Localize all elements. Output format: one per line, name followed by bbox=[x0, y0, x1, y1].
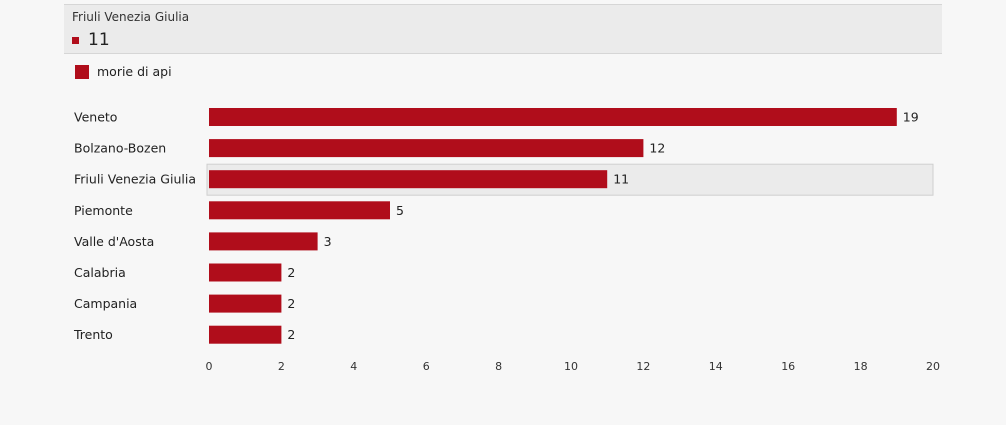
category-label: Veneto bbox=[74, 110, 117, 125]
category-label: Friuli Venezia Giulia bbox=[74, 172, 196, 187]
data-label: 2 bbox=[287, 296, 295, 311]
data-label: 2 bbox=[287, 265, 295, 280]
tooltip-value: 11 bbox=[88, 30, 110, 50]
bar[interactable] bbox=[209, 232, 318, 251]
data-label: 2 bbox=[287, 327, 295, 342]
category-label: Piemonte bbox=[74, 203, 133, 218]
bar[interactable] bbox=[209, 108, 897, 126]
tooltip: Friuli Venezia Giulia 11 bbox=[64, 4, 942, 54]
bar[interactable] bbox=[209, 263, 282, 282]
x-tick-label: 0 bbox=[206, 360, 213, 373]
x-tick-label: 4 bbox=[350, 360, 357, 373]
x-tick-label: 20 bbox=[926, 360, 940, 373]
x-tick-label: 16 bbox=[781, 360, 795, 373]
x-tick-label: 18 bbox=[854, 360, 868, 373]
category-label: Calabria bbox=[74, 265, 126, 280]
data-label: 19 bbox=[903, 110, 919, 125]
bar[interactable] bbox=[209, 139, 644, 158]
data-label: 12 bbox=[649, 141, 665, 156]
tooltip-swatch bbox=[72, 37, 79, 44]
category-label: Trento bbox=[73, 327, 113, 342]
bar[interactable] bbox=[209, 170, 608, 189]
bar[interactable] bbox=[209, 325, 282, 344]
bar[interactable] bbox=[209, 294, 282, 313]
bar[interactable] bbox=[209, 201, 390, 220]
category-label: Campania bbox=[74, 296, 137, 311]
data-label: 3 bbox=[324, 234, 332, 249]
legend-swatch[interactable] bbox=[75, 65, 89, 79]
x-tick-label: 2 bbox=[278, 360, 285, 373]
x-tick-label: 6 bbox=[423, 360, 430, 373]
x-tick-label: 8 bbox=[495, 360, 502, 373]
x-tick-label: 10 bbox=[564, 360, 578, 373]
data-label: 5 bbox=[396, 203, 404, 218]
data-label: 11 bbox=[613, 172, 629, 187]
tooltip-title: Friuli Venezia Giulia bbox=[72, 10, 190, 24]
x-tick-label: 14 bbox=[709, 360, 723, 373]
legend-label[interactable]: morie di api bbox=[97, 64, 172, 79]
category-label: Valle d'Aosta bbox=[74, 234, 154, 249]
x-tick-label: 12 bbox=[636, 360, 650, 373]
category-label: Bolzano-Bozen bbox=[74, 141, 166, 156]
